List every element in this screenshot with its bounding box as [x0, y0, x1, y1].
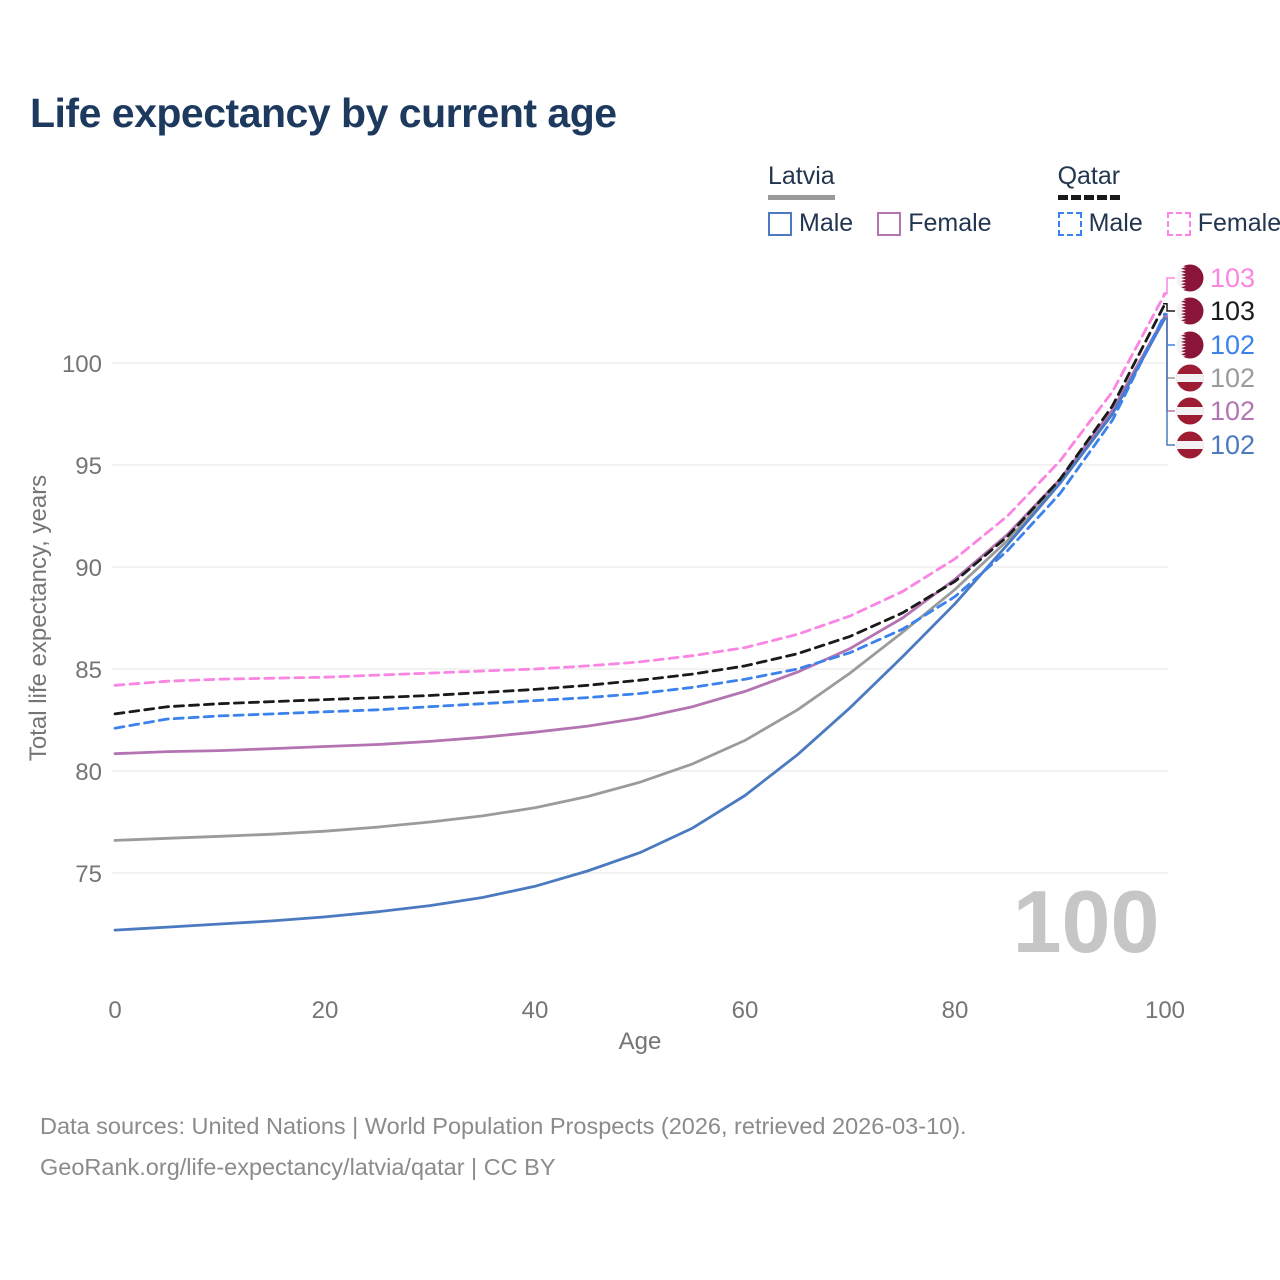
end-leader-latvia-total — [1163, 316, 1175, 379]
end-value-label: 102 — [1210, 330, 1255, 360]
legend-group-qatar: Qatar Male Female — [1057, 162, 1280, 238]
legend-item-label: Female — [1197, 209, 1280, 237]
source-url-line: GeoRank.org/life-expectancy/latvia/qatar… — [40, 1154, 556, 1180]
legend-item-label: Female — [908, 209, 992, 237]
legend: Latvia Male Female Qatar Male Female — [768, 162, 1280, 238]
qatar-flag-icon — [1176, 331, 1204, 359]
y-tick-label: 85 — [75, 657, 102, 684]
series-line-qatar-total[interactable] — [113, 302, 1167, 716]
latvia-female-swatch-icon — [877, 211, 902, 236]
end-value-label: 102 — [1210, 430, 1255, 460]
legend-item-label: Male — [799, 209, 854, 237]
end-leader-latvia-male — [1163, 317, 1175, 446]
end-value-label: 102 — [1210, 363, 1255, 393]
end-value-label: 103 — [1210, 263, 1255, 293]
legend-item-qatar-female[interactable]: Female — [1166, 209, 1280, 238]
y-tick-label: 90 — [75, 555, 102, 582]
x-axis-title: Age — [619, 1028, 662, 1055]
series-line-qatar-male[interactable] — [113, 312, 1167, 730]
series-line-latvia-male[interactable] — [113, 316, 1167, 932]
end-leader-qatar-total — [1163, 303, 1175, 312]
series-line-qatar-female[interactable] — [113, 292, 1167, 687]
legend-country-qatar: Qatar — [1057, 162, 1121, 200]
legend-group-latvia: Latvia Male Female — [768, 162, 992, 238]
end-value-label: 103 — [1210, 296, 1255, 326]
y-tick-label: 80 — [75, 759, 102, 786]
qatar-male-swatch-icon — [1057, 211, 1082, 236]
x-tick-label: 20 — [312, 997, 339, 1024]
latvia-flag-icon — [1176, 431, 1204, 459]
y-tick-label: 95 — [75, 453, 102, 480]
legend-item-latvia-male[interactable]: Male — [768, 209, 853, 238]
x-tick-label: 40 — [522, 997, 549, 1024]
page-title: Life expectancy by current age — [30, 90, 617, 136]
end-leader-qatar-female — [1163, 277, 1175, 295]
legend-country-latvia: Latvia — [768, 162, 835, 200]
x-tick-label: 60 — [732, 997, 759, 1024]
legend-item-label: Male — [1088, 209, 1143, 237]
qatar-flag-icon — [1176, 264, 1204, 292]
end-value-label: 102 — [1210, 396, 1255, 426]
latvia-male-swatch-icon — [768, 211, 792, 236]
data-sources-line: Data sources: United Nations | World Pop… — [40, 1113, 967, 1139]
x-tick-label: 100 — [1145, 997, 1185, 1024]
legend-item-latvia-female[interactable]: Female — [877, 209, 992, 238]
series-line-latvia-female[interactable] — [113, 314, 1167, 756]
y-axis-title: Total life expectancy, years — [25, 475, 52, 761]
x-tick-label: 80 — [942, 997, 969, 1024]
series-line-latvia-total[interactable] — [113, 315, 1167, 842]
y-tick-label: 75 — [75, 861, 102, 888]
x-tick-label: 0 — [108, 997, 121, 1024]
age-watermark: 100 — [1013, 872, 1160, 971]
legend-item-qatar-male[interactable]: Male — [1057, 209, 1143, 238]
footer-attribution: Data sources: United Nations | World Pop… — [40, 1106, 967, 1188]
latvia-flag-icon — [1176, 364, 1204, 392]
latvia-flag-icon — [1176, 397, 1204, 425]
qatar-flag-icon — [1176, 297, 1204, 325]
qatar-female-swatch-icon — [1166, 211, 1191, 236]
y-tick-label: 100 — [62, 351, 102, 378]
